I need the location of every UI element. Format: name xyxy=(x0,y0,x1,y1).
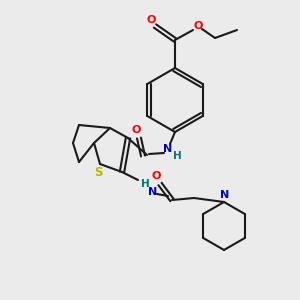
Text: N: N xyxy=(220,190,230,200)
Text: N: N xyxy=(148,187,158,197)
Text: O: O xyxy=(193,21,203,31)
Text: O: O xyxy=(151,171,161,181)
Text: S: S xyxy=(94,167,102,179)
Text: H: H xyxy=(172,151,182,161)
Text: O: O xyxy=(146,15,156,25)
Text: H: H xyxy=(141,179,149,189)
Text: N: N xyxy=(164,144,172,154)
Text: O: O xyxy=(131,125,141,135)
